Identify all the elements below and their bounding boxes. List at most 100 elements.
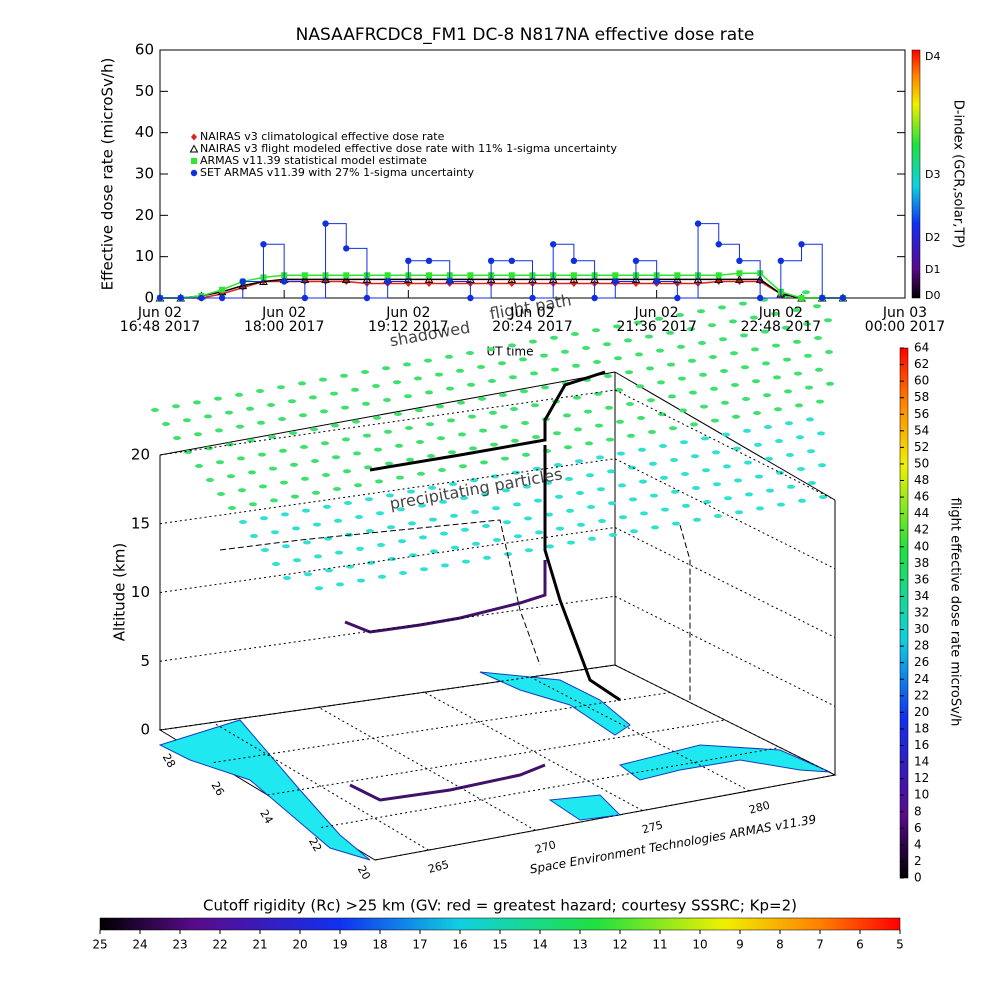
particle-marker (335, 550, 343, 555)
particle-marker (436, 404, 444, 409)
particle-marker (481, 492, 489, 497)
particle-marker (459, 464, 467, 469)
data-point (467, 294, 474, 302)
data-point (384, 278, 391, 285)
particle-marker (331, 423, 339, 428)
particle-marker (586, 473, 594, 478)
colorbar-tick-label: 5 (896, 938, 904, 952)
y-tick-label: 30 (135, 165, 154, 183)
particle-marker (806, 417, 814, 422)
particle-marker (372, 384, 380, 388)
particle-marker (492, 506, 500, 511)
particle-marker (407, 489, 415, 494)
particle-marker (499, 393, 507, 397)
particle-marker (482, 524, 490, 528)
particle-marker (744, 460, 752, 465)
particle-marker (383, 398, 391, 402)
particle-marker (646, 366, 654, 371)
particle-marker (385, 461, 393, 466)
particle-marker (302, 508, 310, 513)
particle-marker (640, 511, 648, 516)
x-tick-label: Jun 02 22:48 2017 (740, 305, 822, 335)
particle-marker (193, 400, 201, 405)
particle-marker (660, 475, 668, 480)
particle-marker (626, 402, 634, 406)
particle-marker (529, 339, 537, 344)
particle-marker (462, 559, 470, 564)
colorbar-label: flight effective dose rate microSv/h (948, 498, 963, 727)
particle-marker (763, 393, 771, 398)
particle-marker (625, 370, 633, 375)
particle-marker (733, 446, 741, 451)
particle-marker (281, 512, 289, 517)
particle-marker (750, 315, 758, 320)
colorbar-tick-label: 6 (914, 821, 922, 835)
particle-marker (303, 540, 311, 545)
particle-marker (450, 513, 458, 518)
particle-marker (194, 432, 202, 437)
particle-marker (556, 526, 564, 531)
particle-marker (713, 482, 721, 487)
particle-marker (344, 501, 352, 505)
particle-marker (521, 421, 529, 425)
particle-marker (677, 344, 685, 349)
x-tick-label: Jun 02 16:48 2017 (119, 305, 201, 335)
colorbar-tick-label: 34 (914, 589, 929, 603)
particle-marker (403, 362, 411, 367)
colorbar-tick-label: 50 (914, 456, 929, 470)
data-point (191, 133, 197, 141)
particle-marker (468, 414, 476, 419)
particle-marker (595, 423, 603, 428)
particle-marker (226, 442, 234, 447)
particle-marker (635, 352, 643, 357)
rigidity-colorbar (99, 917, 901, 931)
particle-marker (283, 576, 291, 580)
particle-marker (540, 353, 548, 358)
particle-marker (236, 424, 244, 429)
particle-marker (311, 459, 319, 463)
particle-marker (384, 429, 392, 434)
data-point (198, 294, 205, 302)
particle-marker (458, 432, 466, 437)
particle-marker (217, 492, 225, 496)
particle-marker (373, 415, 381, 420)
particle-marker (814, 336, 822, 340)
particle-marker (813, 304, 821, 309)
particle-marker (575, 459, 583, 464)
particle-marker (162, 422, 170, 426)
colorbar-tick-label: 8 (914, 804, 922, 818)
particle-marker (555, 494, 563, 499)
particle-marker (765, 456, 773, 461)
particle-marker (398, 539, 406, 544)
data-point (508, 272, 515, 279)
x-axis-label: UT time (486, 345, 533, 359)
particle-marker (204, 414, 212, 419)
data-point (177, 294, 184, 302)
particle-marker (195, 464, 203, 468)
particle-marker (418, 503, 426, 508)
particle-marker (479, 428, 487, 433)
particle-marker (647, 398, 655, 403)
colorbar-tick-label: 20 (292, 938, 307, 952)
particle-marker (333, 487, 341, 491)
x-tick-label: Jun 02 20:24 2017 (492, 305, 573, 335)
particle-marker (712, 450, 720, 455)
data-point (446, 278, 453, 285)
particle-marker (772, 343, 780, 348)
particle-marker (503, 520, 511, 525)
particle-marker (735, 510, 743, 515)
particle-marker (672, 521, 680, 526)
y2-tick-label: D3 (925, 168, 940, 181)
data-point (756, 294, 764, 302)
particle-marker (554, 463, 562, 467)
particle-marker (784, 389, 792, 394)
y-tick-label: 10 (135, 247, 154, 265)
particle-marker (603, 342, 611, 347)
particle-marker (332, 455, 340, 460)
y2-tick-label: D2 (925, 231, 940, 244)
colorbar-tick-label: 26 (914, 655, 929, 669)
colorbar-tick-label: 44 (914, 506, 929, 520)
particle-marker (807, 449, 815, 454)
particle-marker (172, 404, 180, 409)
